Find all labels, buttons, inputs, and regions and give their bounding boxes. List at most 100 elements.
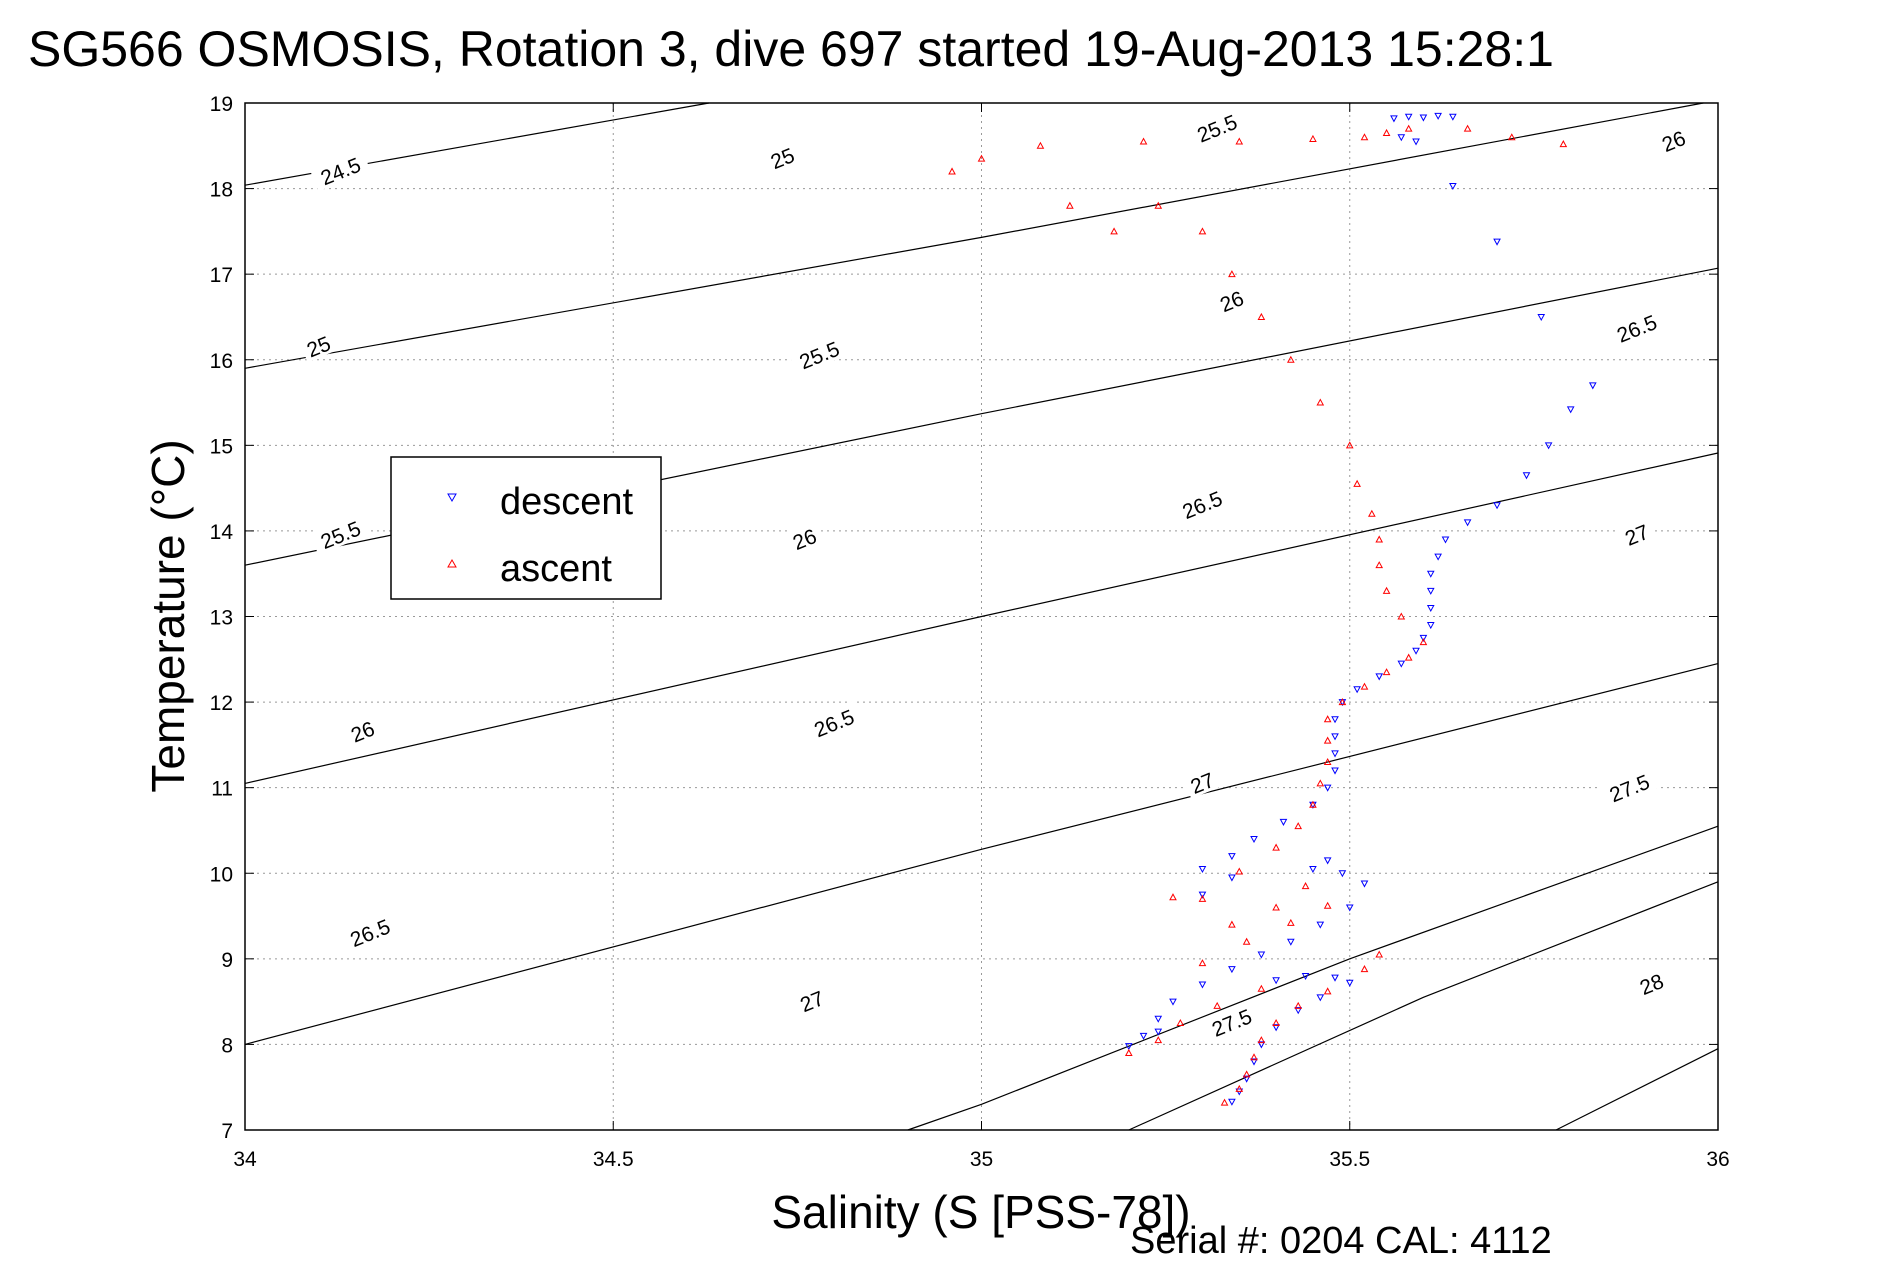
ascent-point <box>1404 653 1413 661</box>
ascent-point <box>1353 479 1361 487</box>
descent-point <box>1412 138 1420 146</box>
descent-point <box>1331 974 1339 982</box>
ascent-point <box>1382 586 1391 594</box>
ascent-point <box>1139 137 1148 145</box>
descent-point <box>1588 382 1597 390</box>
ascent-point <box>1286 355 1295 363</box>
descent-point <box>1412 647 1420 655</box>
descent-point <box>1419 114 1428 122</box>
ascent-point <box>1213 1001 1222 1009</box>
ascent-point <box>1198 227 1207 235</box>
descent-point <box>1397 134 1406 142</box>
y-axis-ticks: 7 8 9 10 11 12 13 14 15 16 17 18 19 <box>210 93 1718 1143</box>
ascent-point <box>1242 937 1251 945</box>
ascent-point <box>1286 918 1295 926</box>
y-tick-label: 18 <box>210 179 233 202</box>
descent-point <box>1331 767 1339 775</box>
y-tick-label: 7 <box>221 1120 233 1143</box>
ascent-point <box>1154 1036 1163 1044</box>
ascent-point <box>1257 1036 1266 1044</box>
contour-label-group: 26 <box>1211 282 1251 317</box>
contour-label-background <box>309 511 371 555</box>
descent-point <box>1375 673 1384 681</box>
descent-point <box>1434 553 1442 561</box>
contour-label-background <box>1598 765 1660 809</box>
ascent-point <box>1507 133 1516 141</box>
ascent-point <box>1463 124 1472 132</box>
ascent-point <box>1257 984 1266 992</box>
ascent-point <box>1235 1084 1244 1092</box>
x-axis-label: Salinity (S [PSS-78]) <box>771 1186 1190 1238</box>
ascent-point <box>1323 736 1332 744</box>
descent-series <box>1124 112 1597 1106</box>
descent-point <box>1397 660 1406 668</box>
descent-point <box>1345 979 1354 987</box>
contour-label-group: 27 <box>1616 516 1656 551</box>
contour-label-background <box>342 713 382 748</box>
ascent-point <box>1382 128 1391 136</box>
ascent-point <box>1250 1053 1258 1061</box>
descent-point <box>1345 904 1354 912</box>
x-tick-label: 34 <box>233 1148 257 1171</box>
contour-label-background <box>1171 481 1233 525</box>
descent-point <box>1338 870 1347 878</box>
descent-point <box>1228 874 1236 882</box>
contour-label-background <box>298 327 338 363</box>
descent-point <box>1286 938 1295 946</box>
y-tick-label: 13 <box>210 607 233 630</box>
ascent-series <box>948 124 1568 1106</box>
descent-point <box>1228 966 1236 974</box>
descent-point <box>1544 442 1553 450</box>
contour-label-background <box>309 148 371 192</box>
descent-point <box>1294 1007 1303 1015</box>
descent-point <box>1279 818 1288 826</box>
contour-label-background <box>802 700 864 744</box>
ascent-point <box>1124 1048 1133 1056</box>
ascent-point <box>1382 668 1391 676</box>
descent-point <box>1250 1058 1258 1066</box>
ascent-point <box>1272 903 1280 911</box>
descent-point <box>1331 716 1339 724</box>
y-tick-label: 10 <box>210 863 233 886</box>
ascent-point <box>1154 201 1163 209</box>
y-tick-label: 15 <box>210 435 233 458</box>
ascent-point <box>1360 133 1369 141</box>
ascent-point <box>1257 312 1266 320</box>
ascent-point <box>1360 682 1369 690</box>
descent-point <box>1463 519 1472 527</box>
legend-ascent-label: ascent <box>500 548 612 590</box>
contour-label-background <box>1211 282 1251 317</box>
descent-point <box>1316 994 1325 1002</box>
ascent-point <box>1294 1001 1303 1009</box>
descent-point <box>1493 238 1501 246</box>
contour-label-group: 27 <box>792 982 831 1017</box>
ascent-point <box>1316 398 1325 406</box>
ascent-point <box>1309 800 1317 808</box>
contour-label-background <box>792 982 831 1017</box>
ascent-point <box>1110 227 1118 235</box>
descent-point <box>1426 604 1435 612</box>
descent-point <box>1228 1098 1236 1106</box>
ascent-point <box>977 154 986 162</box>
descent-point <box>1272 977 1280 985</box>
contour-label-background <box>1182 764 1221 799</box>
sigma-contour-25 <box>244 102 1704 369</box>
ascent-point <box>1360 965 1369 973</box>
contour-label-background <box>1200 999 1262 1043</box>
descent-point <box>1493 502 1501 510</box>
ascent-point <box>1198 894 1207 902</box>
contour-label-group: 27 <box>1182 764 1221 799</box>
x-tick-label: 35.5 <box>1329 1148 1370 1171</box>
ascent-point <box>1272 843 1280 851</box>
descent-point <box>1449 113 1457 121</box>
descent-point <box>1316 921 1325 929</box>
descent-point <box>1522 472 1531 480</box>
ascent-point <box>1294 822 1303 830</box>
descent-point <box>1250 836 1258 844</box>
contour-label-background <box>1631 965 1671 1000</box>
descent-point <box>1242 1075 1251 1083</box>
legend-descent-label: descent <box>500 481 634 523</box>
ascent-point <box>1375 950 1384 958</box>
x-tick-label: 35 <box>970 1148 993 1171</box>
ascent-point <box>1338 698 1347 706</box>
